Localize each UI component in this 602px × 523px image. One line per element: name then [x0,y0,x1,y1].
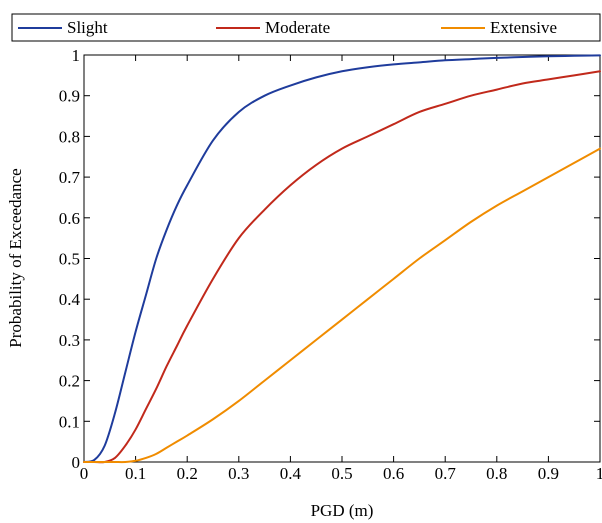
series-line-extensive [83,147,601,464]
series-line-moderate [83,70,601,464]
y-axis-ticks: 0 0.1 0.2 0.3 0.4 0.5 0.6 0.7 0.8 0.9 1 [59,46,600,472]
x-tick-label: 0.7 [435,464,457,483]
x-axis-title: PGD (m) [311,501,374,520]
legend: Slight Moderate Extensive [11,13,601,42]
y-tick-label: 1 [72,46,81,65]
y-tick-label: 0 [72,453,81,472]
x-tick-label: 0.1 [125,464,146,483]
legend-label-moderate: Moderate [265,18,330,37]
legend-label-extensive: Extensive [490,18,557,37]
y-tick-label: 0.8 [59,127,80,146]
x-tick-label: 0.2 [177,464,198,483]
y-tick-label: 0.4 [59,290,81,309]
x-tick-label: 0.5 [331,464,352,483]
x-tick-label: 1 [596,464,602,483]
y-tick-label: 0.1 [59,412,80,431]
series-line-slight [83,54,601,463]
x-axis-ticks: 0 0.1 0.2 0.3 0.4 0.5 0.6 0.7 0.8 0.9 1 [80,55,602,483]
legend-label-slight: Slight [67,18,108,37]
x-tick-label: 0.6 [383,464,404,483]
y-tick-label: 0.6 [59,209,80,228]
y-axis-title: Probability of Exceedance [6,168,25,347]
x-tick-label: 0.9 [538,464,559,483]
x-tick-label: 0.4 [280,464,302,483]
x-tick-label: 0 [80,464,89,483]
x-tick-label: 0.8 [486,464,507,483]
y-tick-label: 0.9 [59,87,80,106]
legend-box [11,13,601,42]
y-tick-label: 0.5 [59,250,80,269]
series-group [83,54,601,464]
y-tick-label: 0.7 [59,168,81,187]
x-tick-label: 0.3 [228,464,249,483]
y-tick-label: 0.2 [59,372,80,391]
y-tick-label: 0.3 [59,331,80,350]
